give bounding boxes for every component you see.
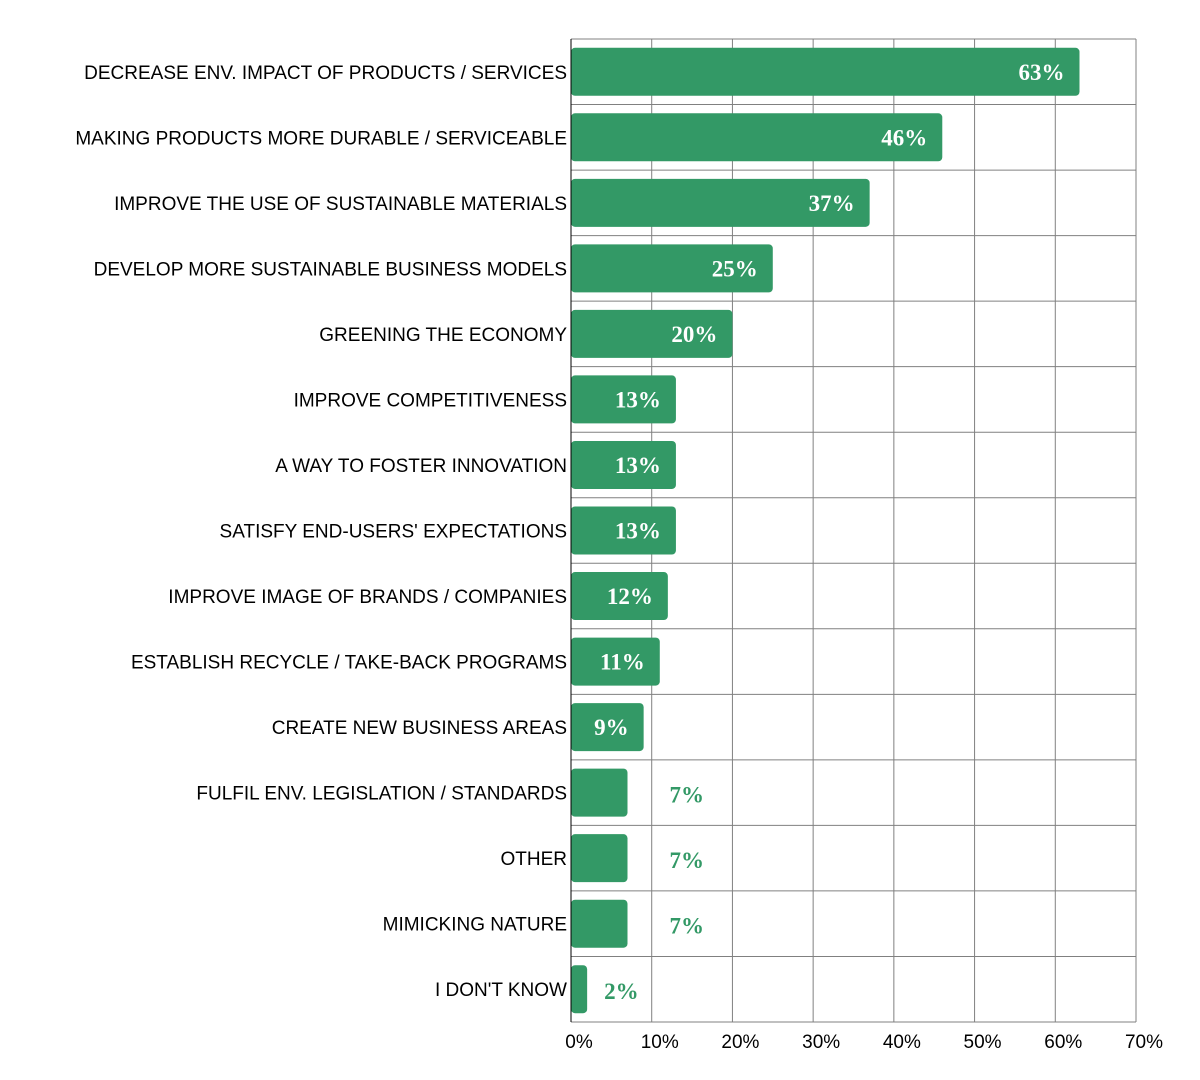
data-label: 20%	[671, 322, 717, 347]
data-label: 25%	[712, 256, 758, 281]
category-label: DECREASE ENV. IMPACT OF PRODUCTS / SERVI…	[84, 63, 567, 84]
bar	[571, 309, 733, 358]
x-axis-tick-labels: 0% 10% 20% 30% 40% 50% 60% 70%	[565, 1032, 1163, 1053]
category-label: SATISFY END-USERS' EXPECTATIONS	[220, 522, 567, 543]
data-label: 63%	[1019, 60, 1065, 85]
bar	[571, 965, 588, 1014]
category-label: IMPROVE THE USE OF SUSTAINABLE MATERIALS	[114, 194, 567, 215]
x-tick-label: 30%	[802, 1032, 840, 1053]
bar	[571, 375, 676, 424]
category-label: FULFIL ENV. LEGISLATION / STANDARDS	[196, 784, 567, 805]
category-label: OTHER	[501, 849, 568, 870]
value-labels: 63% 46% 37% 25% 20% 13% 13% 13% 12% 11% 9% 7% 7% 7% 2%	[594, 60, 1064, 1004]
bar	[571, 178, 870, 227]
data-label: 2%	[604, 979, 639, 1004]
x-tick-label: 50%	[964, 1032, 1002, 1053]
category-label: A WAY TO FOSTER INNOVATION	[275, 456, 567, 477]
data-label: 13%	[615, 387, 661, 412]
data-label: 11%	[600, 650, 645, 675]
bar	[571, 572, 668, 621]
x-tick-label: 0%	[565, 1032, 593, 1053]
category-label: CREATE NEW BUSINESS AREAS	[272, 718, 567, 739]
category-label: IMPROVE IMAGE OF BRANDS / COMPANIES	[168, 587, 567, 608]
category-label: ESTABLISH RECYCLE / TAKE-BACK PROGRAMS	[131, 653, 567, 674]
data-label: 7%	[670, 848, 705, 873]
category-label: IMPROVE COMPETITIVENESS	[294, 390, 567, 411]
x-tick-label: 40%	[883, 1032, 921, 1053]
bar	[571, 637, 660, 686]
data-label: 46%	[881, 125, 927, 150]
bar	[571, 703, 644, 752]
x-tick-label: 60%	[1044, 1032, 1082, 1053]
data-label: 9%	[594, 715, 629, 740]
category-labels: DECREASE ENV. IMPACT OF PRODUCTS / SERVI…	[75, 63, 567, 1001]
category-label: MIMICKING NATURE	[383, 915, 567, 936]
x-tick-label: 70%	[1125, 1032, 1163, 1053]
data-label: 7%	[670, 783, 705, 808]
bar	[571, 834, 628, 883]
category-label: I DON'T KNOW	[435, 980, 567, 1001]
bar	[571, 768, 628, 817]
data-label: 13%	[615, 453, 661, 478]
bar	[571, 113, 943, 162]
bar	[571, 244, 773, 293]
data-label: 13%	[615, 519, 661, 544]
category-label: MAKING PRODUCTS MORE DURABLE / SERVICEAB…	[75, 128, 567, 149]
bar	[571, 440, 676, 489]
x-tick-label: 10%	[641, 1032, 679, 1053]
bars	[571, 47, 1080, 1014]
grid-lines	[571, 38, 1137, 1023]
bar	[571, 506, 676, 555]
bar	[571, 899, 628, 948]
category-label: GREENING THE ECONOMY	[319, 325, 567, 346]
bar	[571, 47, 1080, 96]
category-label: DEVELOP MORE SUSTAINABLE BUSINESS MODELS	[94, 259, 567, 280]
data-label: 7%	[670, 914, 705, 939]
x-tick-label: 20%	[721, 1032, 759, 1053]
data-label: 37%	[809, 191, 855, 216]
data-label: 12%	[607, 584, 653, 609]
